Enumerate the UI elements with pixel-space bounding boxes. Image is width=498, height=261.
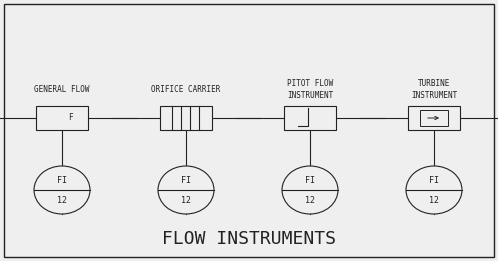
Text: INSTRUMENT: INSTRUMENT: [287, 92, 333, 100]
Bar: [36, 106, 88, 130]
Bar: [160, 106, 212, 130]
Text: FLOW INSTRUMENTS: FLOW INSTRUMENTS: [162, 230, 336, 248]
Text: 12: 12: [181, 195, 191, 205]
Bar: [284, 106, 336, 130]
Text: GENERAL FLOW: GENERAL FLOW: [34, 86, 90, 94]
Ellipse shape: [34, 166, 90, 214]
Text: 12: 12: [57, 195, 67, 205]
Text: FI: FI: [305, 176, 315, 185]
Ellipse shape: [158, 166, 214, 214]
Text: PITOT FLOW: PITOT FLOW: [287, 80, 333, 88]
Bar: [408, 106, 460, 130]
Text: 12: 12: [305, 195, 315, 205]
Text: F: F: [68, 114, 72, 122]
Text: FI: FI: [429, 176, 439, 185]
Ellipse shape: [406, 166, 462, 214]
Text: ORIFICE CARRIER: ORIFICE CARRIER: [151, 86, 221, 94]
Text: FI: FI: [181, 176, 191, 185]
Ellipse shape: [282, 166, 338, 214]
Text: FI: FI: [57, 176, 67, 185]
Text: TURBINE: TURBINE: [418, 80, 450, 88]
Text: INSTRUMENT: INSTRUMENT: [411, 92, 457, 100]
Bar: [420, 110, 448, 126]
Text: 12: 12: [429, 195, 439, 205]
